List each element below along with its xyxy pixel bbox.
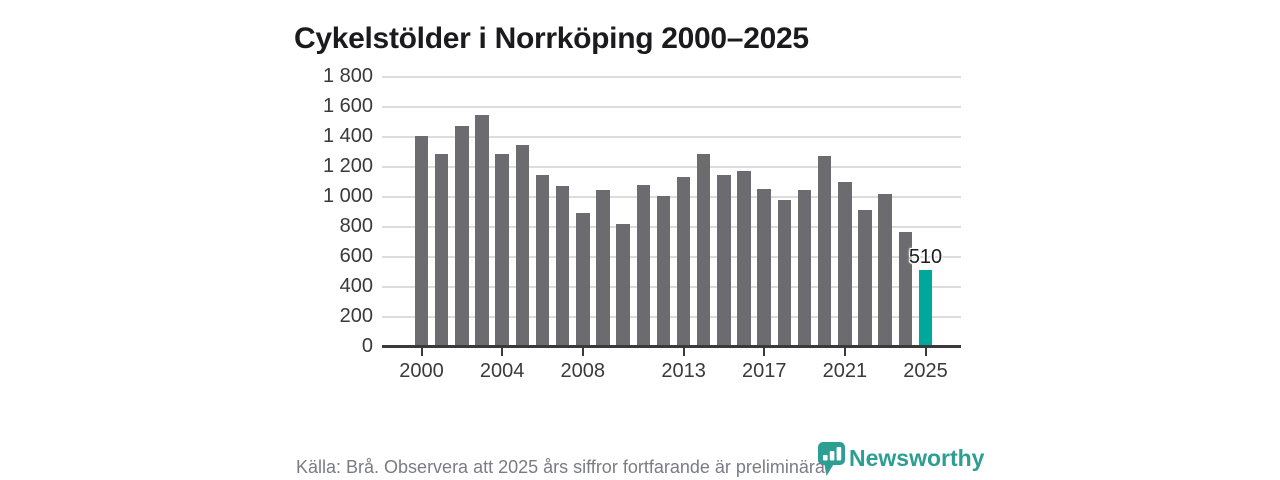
bar-2003 [475,115,489,346]
bar-2014 [696,154,711,346]
y-axis-label-1600: 1 600 [322,95,373,117]
bar-2019 [797,190,812,346]
bar-2002 [455,125,469,346]
bar-2001 [434,154,449,346]
y-axis-label-0: 0 [361,335,373,357]
bar-2010 [616,223,630,346]
x-axis-label-2004: 2004 [479,360,525,382]
x-tick-2008 [581,347,584,356]
bar-2005 [515,145,530,346]
bar-2007 [555,185,570,346]
data-label-2025: 510 [908,245,943,268]
x-axis-label-2000: 2000 [399,360,444,382]
bar-2017 [757,188,771,346]
bar-2021 [838,181,852,346]
x-axis-label-2021: 2021 [822,360,868,382]
gridline-1200 [382,166,961,168]
bar-2011 [636,184,650,346]
y-axis-label-1400: 1 400 [322,125,373,147]
gridline-1600 [382,106,961,108]
gridline-1400 [382,136,961,138]
bar-2013 [676,176,691,346]
bar-2022 [858,209,872,346]
bar-2012 [656,196,671,346]
bar-2018 [777,199,792,346]
y-axis-label-1200: 1 200 [322,155,373,177]
x-tick-2013 [682,347,685,356]
gridline-1800 [382,76,961,78]
bar-2004 [495,154,509,346]
page-title: Cykelstölder i Norrköping 2000–2025 [294,22,809,56]
y-axis-label-800: 800 [339,215,373,237]
bar-2015 [717,175,731,346]
x-tick-2021 [843,347,846,356]
x-axis-label-2013: 2013 [661,360,706,382]
bar-2025 [918,269,933,346]
bar-2008 [576,213,590,346]
y-axis-label-1800: 1 800 [322,65,373,87]
bar-2023 [878,193,892,346]
bar-2020 [817,155,832,346]
y-axis-label-400: 400 [339,275,373,297]
gridline-200 [382,316,961,318]
y-axis-label-200: 200 [339,305,373,327]
gridline-1000 [382,196,961,198]
x-tick-2025 [924,347,927,356]
y-axis-label-600: 600 [339,245,373,267]
bar-2009 [596,190,610,346]
bar-2006 [535,175,550,346]
x-axis-label-2008: 2008 [560,360,606,382]
newsworthy-pin-icon [818,442,845,476]
x-tick-2000 [420,347,423,356]
gridline-400 [382,286,961,288]
x-axis-line [382,345,961,348]
newsworthy-wordmark: Newsworthy [849,445,985,471]
source-note: Källa: Brå. Observera att 2025 års siffr… [296,457,830,477]
x-axis-label-2017: 2017 [741,360,787,382]
x-tick-2004 [501,347,504,356]
bar-2016 [737,170,751,346]
y-axis-label-1000: 1 000 [322,185,373,207]
x-axis-label-2025: 2025 [903,360,948,382]
bar-2000 [414,136,429,346]
gridline-600 [382,256,961,258]
x-tick-2017 [763,347,766,356]
gridline-800 [382,226,961,228]
bar-2024 [898,232,913,346]
